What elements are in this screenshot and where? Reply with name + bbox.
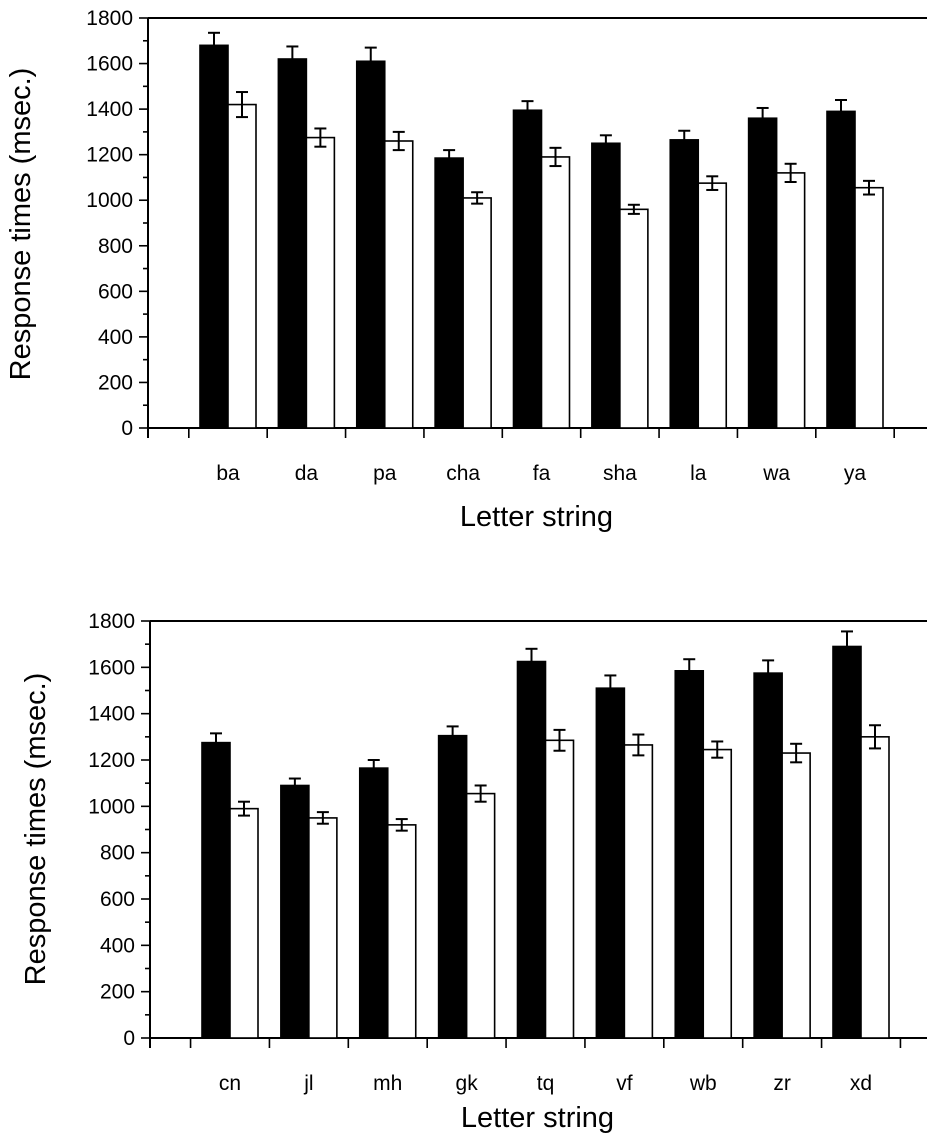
y-tick-label: 600 — [100, 888, 135, 911]
bar-vf-series-1 — [595, 687, 626, 1039]
y-tick-label: 1600 — [88, 656, 135, 679]
x-tick-label: mh — [373, 1072, 402, 1095]
x-axis-title: Letter string — [460, 501, 613, 533]
x-tick-label: tq — [537, 1072, 555, 1095]
bar-pa-series-2 — [383, 140, 414, 429]
y-tick-label: 800 — [100, 842, 135, 865]
x-tick-label: cha — [446, 462, 480, 485]
x-tick-label: ya — [844, 462, 867, 485]
bar-ya-series-1 — [826, 110, 856, 429]
x-tick-label: fa — [533, 462, 551, 485]
y-tick-label: 1000 — [88, 795, 135, 818]
x-tick-label: zr — [773, 1072, 791, 1095]
bar-cn-series-2 — [229, 807, 259, 1039]
bar-wb-series-1 — [674, 670, 705, 1039]
y-axis-title: Response times (msec.) — [20, 673, 52, 986]
y-tick-label: 0 — [121, 417, 133, 440]
bar-cha-series-2 — [462, 197, 492, 429]
bar-sha-series-1 — [591, 142, 621, 429]
x-tick-label: la — [690, 462, 707, 485]
y-tick-label: 400 — [100, 934, 135, 957]
bar-vf-series-2 — [623, 744, 654, 1039]
bar-ba-series-1 — [199, 44, 229, 429]
chart-panel-2: 0 200 400 600 800 1000 1200 1400 1600 1800 cn jl mh g… — [20, 610, 927, 1134]
x-tick-label: da — [295, 462, 319, 485]
y-tick-label: 400 — [98, 326, 133, 349]
y-tick-label: 1200 — [86, 144, 133, 167]
bar-tq-series-2 — [544, 739, 575, 1039]
y-tick-label: 1600 — [86, 53, 133, 76]
x-tick-label: pa — [373, 462, 397, 485]
y-tick-label: 600 — [98, 280, 133, 303]
bar-gk-series-1 — [437, 734, 468, 1039]
bar-la-series-2 — [697, 182, 728, 429]
x-tick-label: wa — [762, 462, 790, 485]
bar-cn-series-1 — [201, 741, 231, 1039]
bar-da-series-2 — [305, 136, 336, 429]
y-tick-label: 0 — [123, 1027, 135, 1050]
bar-zr-series-1 — [753, 672, 783, 1039]
bar-da-series-1 — [277, 58, 308, 429]
y-tick-label: 200 — [100, 981, 135, 1004]
bar-wb-series-2 — [702, 748, 733, 1039]
x-tick-label: wb — [689, 1072, 717, 1095]
y-tick-label: 1400 — [88, 703, 135, 726]
y-axis-title: Response times (msec.) — [5, 68, 37, 381]
bar-la-series-1 — [669, 139, 700, 429]
bar-pa-series-1 — [355, 60, 386, 429]
bar-xd-series-1 — [832, 645, 862, 1039]
y-tick-label: 1800 — [86, 7, 133, 30]
bar-mh-series-2 — [386, 824, 417, 1039]
bar-tq-series-1 — [516, 660, 547, 1039]
bar-xd-series-2 — [860, 736, 890, 1039]
x-tick-label: cn — [219, 1072, 241, 1095]
bar-zr-series-2 — [781, 752, 811, 1039]
y-tick-label: 200 — [98, 371, 133, 394]
bar-ya-series-2 — [854, 186, 884, 429]
x-tick-label: vf — [616, 1072, 633, 1095]
y-tick-label: 800 — [98, 235, 133, 258]
bar-wa-series-2 — [775, 172, 806, 429]
y-tick-label: 1000 — [86, 189, 133, 212]
x-tick-label: ba — [216, 462, 240, 485]
bar-jl-series-2 — [308, 817, 338, 1039]
x-axis-title: Letter string — [461, 1102, 614, 1134]
chart-panel-1: 0 200 400 600 800 1000 1200 1400 1600 1800 ba da pa c… — [5, 7, 927, 533]
bar-sha-series-2 — [619, 208, 649, 429]
y-tick-label: 1400 — [86, 98, 133, 121]
x-tick-label: gk — [456, 1072, 479, 1095]
bar-wa-series-1 — [747, 117, 778, 429]
bar-fa-series-2 — [540, 156, 571, 429]
x-tick-label: sha — [603, 462, 637, 485]
y-tick-label: 1200 — [88, 749, 135, 772]
bar-cha-series-1 — [434, 157, 464, 429]
x-tick-label: jl — [303, 1072, 313, 1095]
bar-mh-series-1 — [358, 767, 389, 1039]
bar-fa-series-1 — [512, 109, 543, 429]
bar-ba-series-2 — [227, 103, 257, 429]
y-tick-label: 1800 — [88, 610, 135, 633]
bar-gk-series-2 — [465, 792, 496, 1039]
x-tick-label: xd — [850, 1072, 872, 1095]
bar-jl-series-1 — [280, 784, 310, 1039]
